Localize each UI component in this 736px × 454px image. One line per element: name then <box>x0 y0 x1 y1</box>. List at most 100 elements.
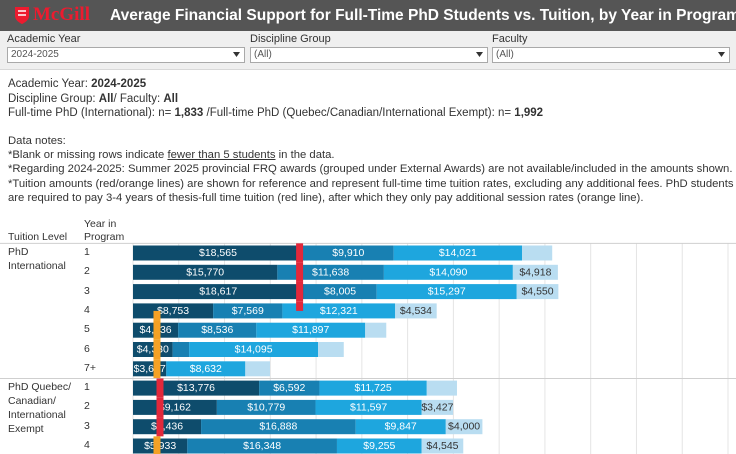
column-header: Tuition Level <box>8 231 68 243</box>
session-tuition-line <box>153 310 161 321</box>
bar-segment <box>516 284 559 300</box>
bar-segment <box>178 322 257 338</box>
value-label: $8,632 <box>190 363 222 375</box>
bar-segment <box>133 245 303 261</box>
bar-segment <box>421 399 454 415</box>
logo[interactable]: McGill <box>14 4 90 26</box>
value-label: $11,597 <box>350 401 387 413</box>
filter-value: 2024-2025 <box>11 49 59 60</box>
tuition-line <box>296 243 304 263</box>
bar-segment <box>365 322 387 338</box>
dashboard-title: Average Financial Support for Full-Time … <box>110 7 736 24</box>
link-text[interactable]: fewer than 5 students <box>167 149 276 162</box>
filter-value: (All) <box>496 49 514 60</box>
value-label: $10,779 <box>247 401 285 413</box>
value-label: $16,348 <box>243 440 281 452</box>
year-label: 5 <box>84 323 90 336</box>
filter-label: Discipline Group <box>250 33 331 45</box>
tuition-line <box>296 262 304 282</box>
value-label: $3,637 <box>134 363 166 375</box>
tuition-line <box>156 417 164 437</box>
notes: Data notes: *Blank or missing rows indic… <box>8 134 734 205</box>
year-label: 4 <box>84 303 90 316</box>
value-label: $11,725 <box>355 382 392 394</box>
filter-dropdown[interactable]: 2024-2025 <box>7 47 245 63</box>
text: *Blank or missing rows indicate <box>8 149 165 162</box>
year-label: 4 <box>84 439 90 451</box>
bar-segment <box>315 399 422 415</box>
session-tuition-line <box>153 320 161 340</box>
year-label: 3 <box>84 284 90 297</box>
session-tuition-line <box>153 339 161 360</box>
value-label: $11,897 <box>292 324 329 336</box>
bar-segment <box>133 284 304 300</box>
bar-segment <box>133 380 260 396</box>
bar-segment <box>383 264 513 280</box>
year-label: 7+ <box>84 361 96 374</box>
bar-segment <box>336 438 422 454</box>
value-label: $9,910 <box>332 247 364 259</box>
value-label: $4,000 <box>448 421 480 433</box>
session-tuition-line <box>153 359 161 379</box>
group-label: PhD International <box>8 246 66 273</box>
tuition-line <box>156 378 164 398</box>
note: *Tuition amounts (red/orange lines) are … <box>8 177 734 204</box>
value-label: $9,255 <box>363 440 395 452</box>
value-label: $7,569 <box>232 305 264 317</box>
bar-segment <box>318 342 344 357</box>
bar-segment <box>189 342 319 357</box>
bar-segment <box>166 361 246 377</box>
bar-segment <box>259 380 320 396</box>
filter: Discipline Group (All) <box>250 33 488 63</box>
value-label: $16,888 <box>259 421 297 433</box>
value: 2024-2025 <box>91 78 147 90</box>
summary-line: Discipline Group: All/ Faculty: All <box>8 92 543 107</box>
value-label: $7,436 <box>151 421 183 433</box>
text: in the data. <box>278 149 335 162</box>
value-label: $14,090 <box>429 266 467 278</box>
dropdown-arrow <box>233 52 240 57</box>
bar-segment <box>133 342 173 357</box>
value-label: $4,330 <box>137 344 169 356</box>
filter-dropdown[interactable]: (All) <box>492 47 730 63</box>
value-label: $8,536 <box>201 324 233 336</box>
note: *Blank or missing rows indicate fewer th… <box>8 148 734 162</box>
group-label: PhD Quebec/ Canadian/ International Exem… <box>8 381 72 436</box>
tuition-line <box>296 281 304 302</box>
value-label: $4,545 <box>426 440 458 452</box>
bar-segment <box>245 361 271 377</box>
text: Discipline Group: <box>8 92 96 105</box>
year-label: 2 <box>84 265 90 278</box>
filter-label: Academic Year <box>7 33 81 45</box>
bar-segment <box>319 380 427 396</box>
value-label: $8,005 <box>324 286 356 298</box>
bar-segment <box>133 264 278 280</box>
text: /Full-time PhD (Quebec/Canadian/Internat… <box>206 107 512 119</box>
value-label: $4,918 <box>519 266 551 278</box>
year-label: 3 <box>84 419 90 432</box>
bar-segment <box>512 264 558 280</box>
value-label: $4,534 <box>400 305 432 317</box>
bar-segment <box>172 342 190 357</box>
filter-dropdown[interactable]: (All) <box>250 47 488 63</box>
dropdown-arrow <box>476 52 483 57</box>
filter-value: (All) <box>254 49 272 60</box>
value-label: $12,321 <box>320 305 358 317</box>
bar-segment <box>393 245 523 261</box>
bar-segment <box>302 245 394 261</box>
value-label: $15,770 <box>186 266 224 278</box>
value: All <box>163 92 179 105</box>
bar-segment <box>282 303 396 319</box>
value-label: $14,021 <box>439 247 477 259</box>
summary-line: Academic Year: 2024-2025 <box>8 77 543 92</box>
bar-segment <box>421 438 464 454</box>
summary-line: Full-time PhD (International): n= 1,833 … <box>8 106 543 121</box>
value-label: $3,427 <box>421 401 453 413</box>
bar-segment <box>133 399 217 415</box>
bar-segment <box>201 419 356 435</box>
filter-label: Faculty <box>492 33 528 45</box>
value: 1,833 <box>174 107 204 119</box>
session-tuition-line <box>153 436 161 454</box>
filter-bar: Academic Year 2024-2025 Discipline Group… <box>0 31 736 70</box>
